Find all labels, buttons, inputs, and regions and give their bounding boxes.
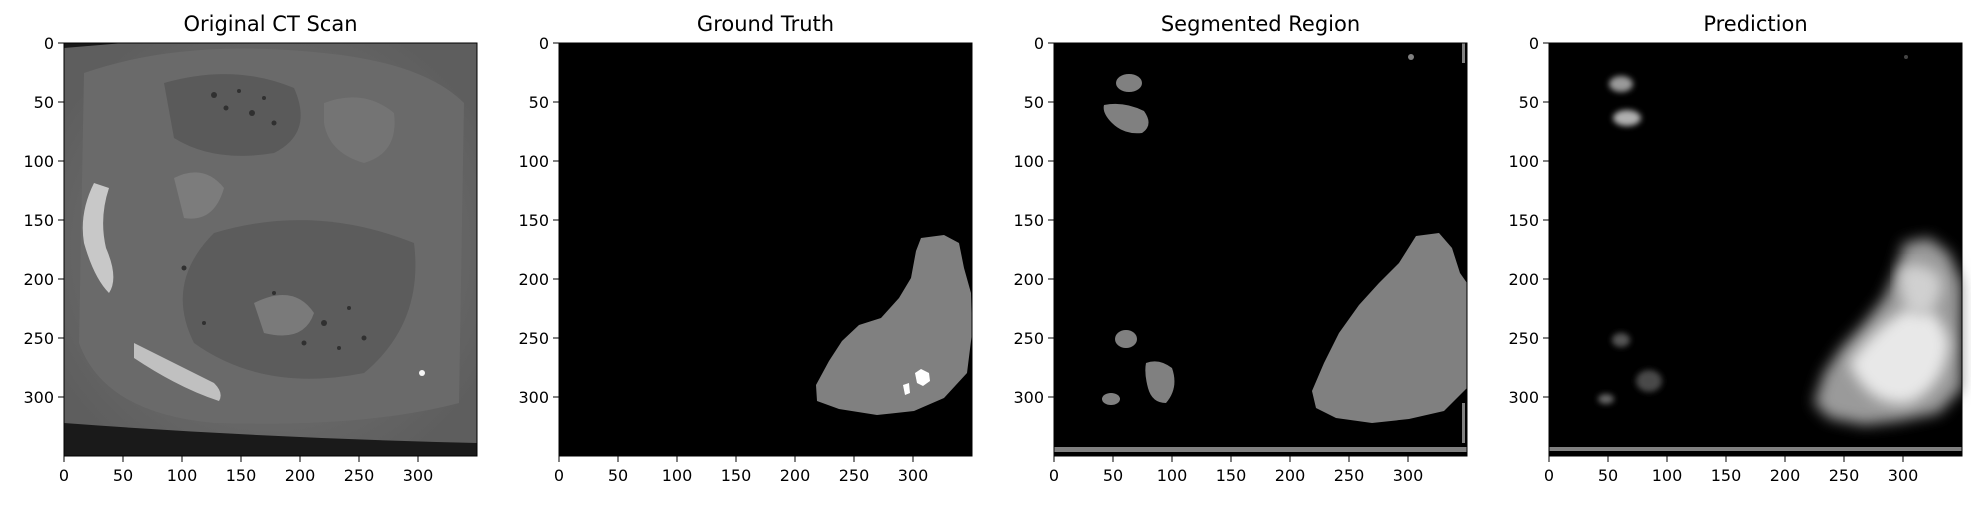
y-tick-label: 50: [1519, 93, 1539, 112]
panel-prediction: [1548, 42, 1963, 457]
y-tick-label: 200: [23, 270, 54, 289]
panel-original-ct: [63, 42, 478, 457]
y-tick-label: 0: [44, 34, 54, 53]
x-tick-label: 100: [1652, 466, 1683, 485]
y-tick-label: 200: [1508, 270, 1539, 289]
y-tick-label: 250: [1013, 329, 1044, 348]
x-tick-label: 50: [608, 466, 628, 485]
panel-ground-truth: [558, 42, 973, 457]
x-tick-label: 50: [1103, 466, 1123, 485]
y-tick-label: 300: [23, 388, 54, 407]
y-tick-label: 300: [518, 388, 549, 407]
segmented-mask: [1054, 43, 1467, 456]
x-tick-label: 250: [1334, 466, 1365, 485]
x-tick-label: 100: [1157, 466, 1188, 485]
prediction-heatmap: [1549, 43, 1962, 456]
y-tick-label: 100: [1508, 152, 1539, 171]
y-tick-label: 150: [23, 211, 54, 230]
y-tick-label: 150: [1013, 211, 1044, 230]
x-tick-label: 250: [1829, 466, 1860, 485]
x-tick-label: 200: [285, 466, 316, 485]
y-tick-label: 100: [23, 152, 54, 171]
y-tick-label: 50: [34, 93, 54, 112]
y-tick-label: 150: [1508, 211, 1539, 230]
y-tick-label: 150: [518, 211, 549, 230]
x-tick-label: 150: [721, 466, 752, 485]
panel-title: Original CT Scan: [183, 12, 357, 36]
panel-title: Prediction: [1703, 12, 1807, 36]
x-tick-label: 0: [1544, 466, 1554, 485]
y-tick-label: 200: [1013, 270, 1044, 289]
y-tick-label: 0: [1034, 34, 1044, 53]
x-tick-label: 150: [226, 466, 257, 485]
x-tick-label: 100: [662, 466, 693, 485]
x-tick-label: 0: [59, 466, 69, 485]
panel-segmented-region: [1053, 42, 1468, 457]
y-tick-label: 250: [1508, 329, 1539, 348]
x-tick-label: 150: [1216, 466, 1247, 485]
y-tick-label: 50: [529, 93, 549, 112]
x-tick-label: 300: [1888, 466, 1919, 485]
x-tick-label: 300: [1393, 466, 1424, 485]
ground-truth-mask: [559, 43, 972, 456]
panel-title: Ground Truth: [697, 12, 834, 36]
x-tick-label: 300: [898, 466, 929, 485]
ct-image: [64, 43, 477, 456]
x-tick-label: 150: [1711, 466, 1742, 485]
y-tick-label: 250: [23, 329, 54, 348]
y-tick-label: 300: [1508, 388, 1539, 407]
x-tick-label: 50: [1598, 466, 1618, 485]
x-tick-label: 200: [1770, 466, 1801, 485]
y-tick-label: 250: [518, 329, 549, 348]
x-tick-label: 250: [839, 466, 870, 485]
x-tick-label: 0: [554, 466, 564, 485]
y-tick-label: 0: [1529, 34, 1539, 53]
y-tick-label: 300: [1013, 388, 1044, 407]
x-tick-label: 200: [780, 466, 811, 485]
x-tick-label: 50: [113, 466, 133, 485]
x-tick-label: 200: [1275, 466, 1306, 485]
y-tick-label: 0: [539, 34, 549, 53]
x-tick-label: 0: [1049, 466, 1059, 485]
y-tick-label: 200: [518, 270, 549, 289]
y-tick-label: 100: [1013, 152, 1044, 171]
x-tick-label: 300: [403, 466, 434, 485]
x-tick-label: 100: [167, 466, 198, 485]
x-tick-label: 250: [344, 466, 375, 485]
panel-title: Segmented Region: [1161, 12, 1360, 36]
y-tick-label: 50: [1024, 93, 1044, 112]
y-tick-label: 100: [518, 152, 549, 171]
